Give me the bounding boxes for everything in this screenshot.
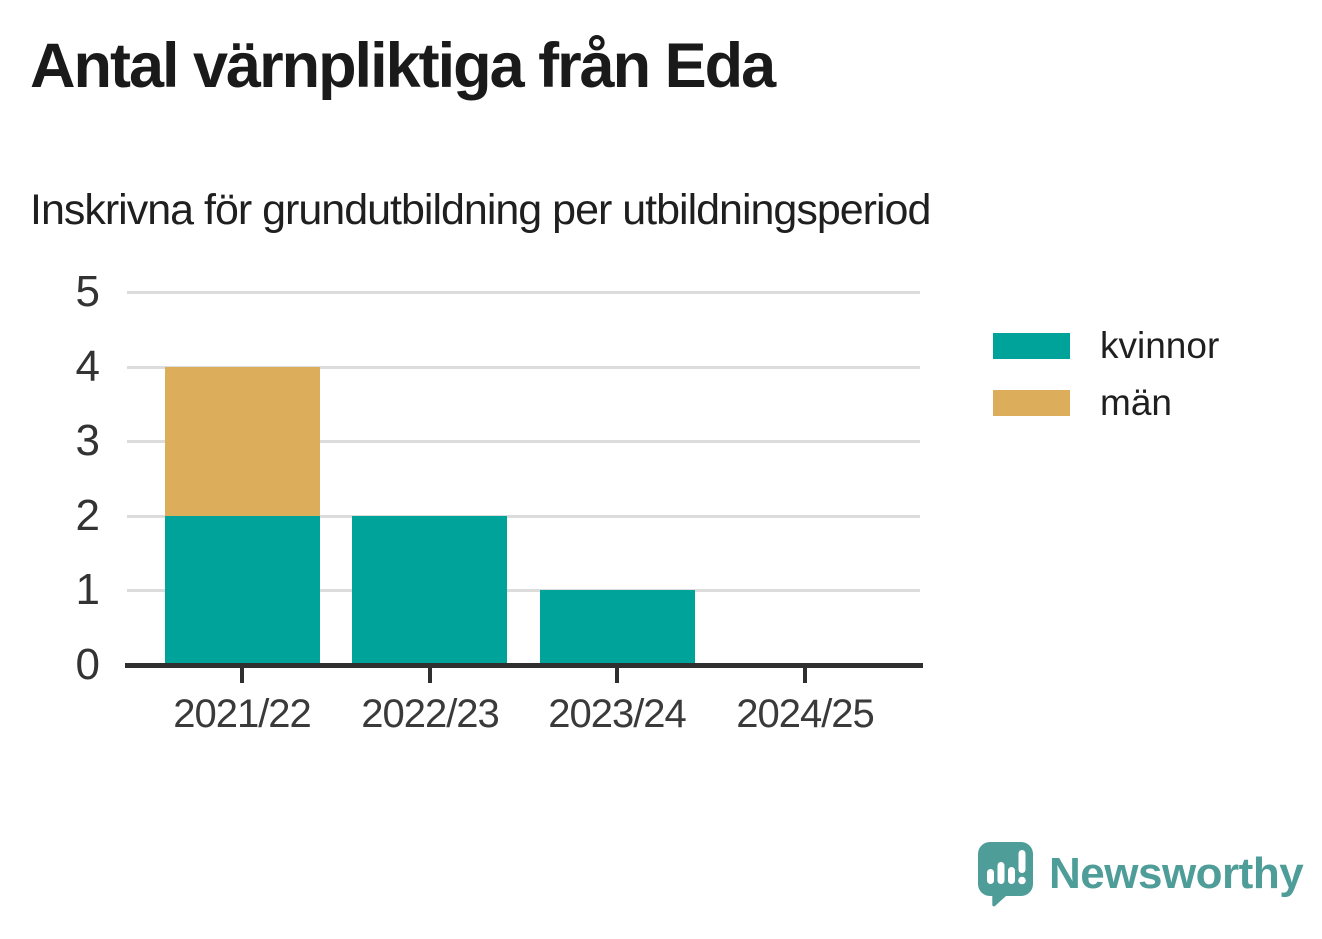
gridline xyxy=(127,589,920,592)
y-tick-label: 4 xyxy=(75,342,100,391)
legend-label: män xyxy=(1100,382,1172,423)
legend-swatch-kvinnor xyxy=(993,333,1070,359)
legend-label: kvinnor xyxy=(1100,325,1220,366)
y-tick-label: 2 xyxy=(75,491,100,540)
x-tick-label: 2023/24 xyxy=(548,692,687,736)
gridline xyxy=(127,366,920,369)
gridline xyxy=(127,515,920,518)
bar-2022/23-kvinnor xyxy=(352,516,507,665)
legend-swatch-män xyxy=(993,390,1070,416)
x-tick-mark xyxy=(428,666,432,683)
newsworthy-logo-text: Newsworthy xyxy=(1049,849,1304,898)
legend-item-män: män xyxy=(993,382,1219,423)
x-axis-line xyxy=(125,663,923,668)
newsworthy-logo: Newsworthy xyxy=(977,841,1304,907)
x-tick-mark xyxy=(803,666,807,683)
legend-item-kvinnor: kvinnor xyxy=(993,325,1220,366)
bar-2021/22-män xyxy=(165,367,320,516)
y-tick-label: 3 xyxy=(75,416,100,465)
x-tick-label: 2022/23 xyxy=(361,692,500,736)
x-tick-mark xyxy=(615,666,619,683)
y-tick-label: 0 xyxy=(75,640,100,689)
x-tick-label: 2024/25 xyxy=(736,692,875,736)
bar-2023/24-kvinnor xyxy=(540,590,695,665)
gridline xyxy=(127,440,920,443)
chart-subtitle: Inskrivna för grundutbildning per utbild… xyxy=(30,186,931,234)
y-tick-label: 1 xyxy=(75,565,100,614)
x-tick-label: 2021/22 xyxy=(173,692,312,736)
bar-2021/22-kvinnor xyxy=(165,516,320,665)
y-tick-label: 5 xyxy=(75,267,100,316)
speech-bubble-bar-chart-icon xyxy=(978,842,1033,907)
gridline xyxy=(127,291,920,294)
x-tick-mark xyxy=(240,666,244,683)
chart-title: Antal värnpliktiga från Eda xyxy=(30,31,776,101)
legend: kvinnor män xyxy=(993,325,1220,447)
